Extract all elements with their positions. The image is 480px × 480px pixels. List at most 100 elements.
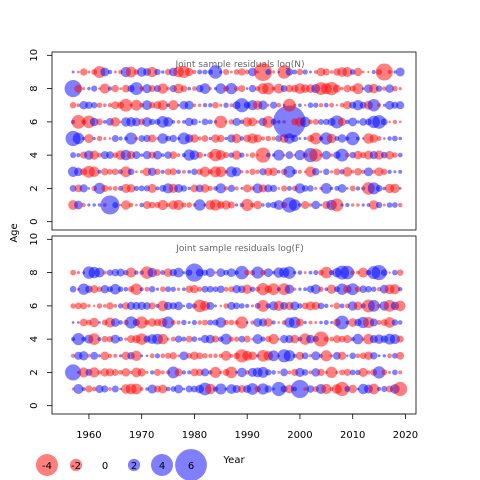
legend-label-2: 2	[131, 461, 137, 472]
bubble-log-n-2003-age3	[312, 168, 320, 176]
bubble-log-f-1962-age6	[96, 303, 103, 309]
panel-log-f: Joint sample residuals log(F) 0 2 4 6 8 10	[29, 233, 417, 415]
bubble-log-f-1998-age7	[284, 284, 295, 294]
bubble-log-f-2000-age8	[297, 270, 303, 275]
bubble-log-n-2017-age9	[387, 69, 392, 75]
bubble-log-n-1988-age5	[231, 133, 242, 144]
bubble-log-f-1991-age7	[249, 286, 256, 292]
bubble-log-f-2003-age3	[311, 351, 321, 361]
bubble-log-f-1979-age4	[185, 335, 193, 343]
bubble-log-f-1965-age5	[110, 318, 120, 327]
bubble-log-f-1993-age2	[257, 366, 269, 378]
x-tick-label-2020: 2020	[393, 430, 418, 441]
bubble-log-f-2002-age5	[308, 320, 313, 325]
bubble-log-n-2014-age5	[369, 134, 379, 143]
bubble-log-f-2019-age4	[396, 335, 404, 343]
bubble-log-n-2016-age5	[383, 137, 386, 140]
bubble-log-n-1959-age2	[79, 184, 88, 193]
bubble-log-n-2004-age1	[319, 203, 323, 207]
bubble-log-f-2006-age5	[330, 321, 334, 324]
bubble-log-f-2006-age3	[330, 354, 334, 358]
bubble-log-f-2016-age8	[380, 269, 388, 276]
bubble-log-f-2006-age6	[330, 304, 334, 308]
bubble-log-n-1990-age1	[241, 198, 254, 212]
bubble-log-f-2016-age2	[381, 369, 388, 376]
bubble-log-n-2000-age4	[294, 149, 306, 161]
bubble-log-n-1994-age6	[262, 116, 275, 128]
bubble-log-n-1964-age9	[107, 69, 113, 75]
bubble-log-n-1982-age8	[199, 83, 211, 94]
bubble-log-f-1967-age4	[124, 337, 128, 341]
bubble-log-n-1974-age9	[161, 70, 165, 74]
bubble-log-n-1998-age4	[285, 151, 294, 160]
bubble-log-f-2000-age3	[295, 351, 304, 360]
bubble-log-n-2009-age7	[343, 101, 352, 110]
bubble-log-n-2017-age8	[385, 84, 394, 93]
bubble-log-n-1965-age3	[111, 168, 119, 176]
bubble-log-f-1973-age7	[155, 287, 160, 291]
bubble-log-n-1988-age3	[231, 167, 242, 177]
bubble-log-n-1958-age4	[76, 152, 81, 158]
bubble-log-f-2010-age1	[348, 384, 357, 394]
bubble-log-n-1995-age7	[270, 101, 278, 109]
bubble-log-f-1965-age6	[113, 304, 118, 308]
bubble-log-n-1988-age1	[234, 203, 239, 207]
x-tick-label-1990: 1990	[234, 430, 259, 441]
bubble-log-n-2018-age1	[392, 202, 398, 208]
bubble-log-n-2013-age3	[364, 167, 373, 177]
bubble-log-f-1987-age8	[227, 268, 236, 277]
bubble-log-f-1963-age6	[103, 304, 107, 308]
bubble-log-n-1977-age4	[176, 153, 181, 157]
bubble-log-f-1961-age5	[89, 317, 99, 328]
bubble-log-n-1970-age2	[138, 185, 145, 192]
bubble-log-n-1965-age7	[111, 101, 120, 110]
bubble-log-n-2007-age3	[333, 168, 341, 176]
bubble-log-f-1965-age1	[111, 385, 119, 393]
bubble-log-n-1987-age6	[228, 119, 235, 125]
bubble-log-n-2014-age7	[367, 98, 381, 112]
bubble-log-f-2019-age5	[397, 320, 403, 325]
bubble-log-n-1975-age5	[165, 135, 171, 142]
bubble-log-f-1996-age1	[271, 381, 286, 397]
bubble-log-f-1983-age7	[206, 285, 214, 293]
bubble-log-n-1978-age8	[180, 85, 188, 92]
bubble-log-f-2000-age5	[295, 318, 304, 327]
bubble-log-f-2006-age2	[325, 366, 338, 379]
bubble-log-n-1995-age5	[271, 136, 276, 141]
bubble-log-f-1992-age8	[251, 266, 264, 279]
bubble-log-f-2019-age3	[396, 351, 405, 360]
bubble-log-n-1962-age1	[97, 203, 102, 207]
bubble-log-f-2005-age6	[324, 303, 329, 309]
bubble-log-n-2006-age3	[330, 170, 334, 174]
bubble-log-n-1985-age5	[217, 134, 225, 143]
bubble-log-n-1958-age3	[74, 167, 83, 177]
bubble-log-n-2009-age1	[345, 202, 350, 208]
bubble-log-n-1961-age6	[89, 117, 99, 127]
bubble-log-f-1979-age5	[187, 321, 191, 324]
bubble-log-n-1970-age5	[138, 135, 146, 142]
bubble-log-n-2006-age7	[329, 102, 335, 108]
bubble-log-f-2002-age3	[308, 354, 313, 358]
bubble-log-n-1969-age8	[129, 82, 143, 96]
bubble-log-n-1968-age1	[128, 202, 134, 208]
bubble-log-n-2009-age4	[345, 152, 350, 158]
bubble-log-f-1969-age7	[130, 283, 143, 295]
y-tick-label-log-n-10: 10	[29, 49, 40, 62]
bubble-log-n-1974-age4	[160, 153, 165, 157]
bubble-log-f-1979-age2	[187, 370, 192, 375]
bubble-log-f-1968-age5	[125, 316, 138, 329]
bubble-log-f-1963-age8	[102, 270, 107, 275]
bubble-log-f-1965-age2	[111, 368, 119, 376]
bubble-log-n-2004-age3	[319, 170, 323, 174]
bubble-log-f-2002-age8	[308, 270, 313, 275]
bubble-log-f-1986-age6	[223, 303, 229, 309]
bubble-log-n-2019-age4	[397, 152, 403, 158]
legend-label--4: -4	[42, 461, 52, 472]
bubble-log-n-2001-age1	[301, 201, 310, 209]
bubble-log-n-1973-age4	[153, 150, 162, 160]
bubble-log-f-2016-age1	[381, 385, 388, 393]
bubble-log-n-2001-age5	[303, 136, 307, 141]
bubble-log-f-1963-age3	[100, 351, 110, 361]
bubble-log-n-1958-age7	[76, 103, 81, 108]
bubble-log-f-1966-age7	[117, 286, 124, 292]
